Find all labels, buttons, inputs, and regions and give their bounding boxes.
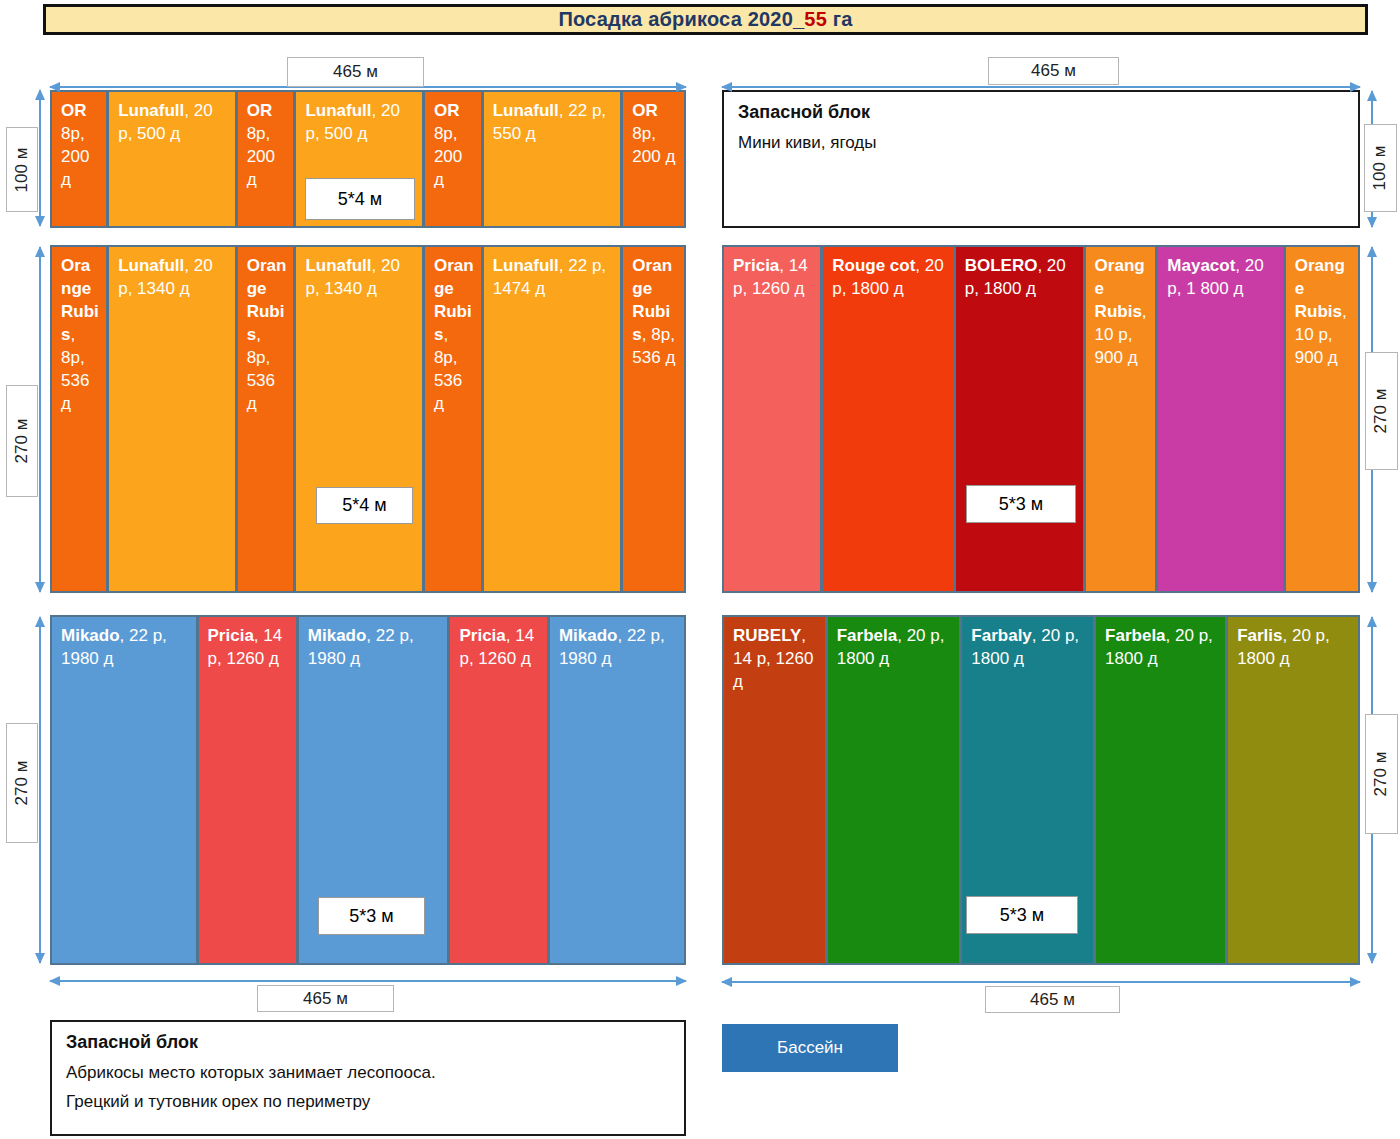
plot-strip-lunafull: Lunafull, 22 р, 550 д xyxy=(484,92,621,226)
plot-strip-lunafull: Lunafull, 20 р, 1340 д xyxy=(296,247,421,591)
dimension-arrow-bottom-right xyxy=(722,981,1360,983)
plot-strip-lunafull: Lunafull, 22 р, 1474 д xyxy=(484,247,621,591)
plot-strip-pricia: Pricia, 14 р, 1260 д xyxy=(199,617,296,963)
page-title-text: Посадка абрикоса 2020_55 га xyxy=(558,8,852,31)
dimension-label-465-top-right: 465 м xyxy=(988,57,1119,85)
plot-strip-or: OR 8р, 200 д xyxy=(623,92,684,226)
reserve-block-top-title: Запасной блок xyxy=(738,102,1344,123)
reserve-block-bottom: Запасной блок Абрикосы место которых зан… xyxy=(50,1020,686,1136)
reserve-block-bottom-line2: Грецкий и тутовник орех по периметру xyxy=(66,1088,670,1117)
plot-strip-or: OR 8р, 200 д xyxy=(52,92,106,226)
reserve-block-bottom-line1: Абрикосы место которых занимает лесопоос… xyxy=(66,1059,670,1088)
dimension-arrow-top-right xyxy=(722,86,1360,88)
dimension-label-270-right-bottom: 270 м xyxy=(1365,714,1398,834)
plot-strip-rouge-cot: Rouge cot, 20 р, 1800 д xyxy=(823,247,952,591)
plot-strip-or: OR 8р, 200 д xyxy=(238,92,294,226)
plot-strip-orange-rubis: Orange Rubis, 8р, 536 д xyxy=(238,247,294,591)
plot-strip-pricia: Pricia, 14 р, 1260 д xyxy=(724,247,820,591)
title-area-value: 55 xyxy=(804,8,827,30)
plot-strip-orange-rubis: Orange Rubis, 10 р, 900 д xyxy=(1086,247,1156,591)
dimension-arrow-bottom-left xyxy=(50,980,686,982)
dimension-arrow-100-left xyxy=(39,90,41,226)
plot-strip-lunafull: Lunafull, 20 р, 500 д xyxy=(109,92,234,226)
plot-strip-farbela: Farbela, 20 р, 1800 д xyxy=(828,617,960,963)
spacing-tag-top-left: 5*4 м xyxy=(305,178,415,220)
dimension-label-270-right-mid: 270 м xyxy=(1365,352,1398,470)
spacing-tag-bottom-right: 5*3 м xyxy=(966,896,1078,934)
reserve-block-bottom-title: Запасной блок xyxy=(66,1032,670,1053)
dimension-label-465-top-left: 465 м xyxy=(287,57,424,87)
spacing-tag-bottom-left: 5*3 м xyxy=(318,897,425,935)
reserve-block-top-line: Мини киви, ягоды xyxy=(738,129,1344,158)
plot-strip-mikado: Mikado, 22 р, 1980 д xyxy=(52,617,196,963)
plot-strip-or: OR 8р, 200 д xyxy=(425,92,481,226)
dimension-label-465-bottom-right: 465 м xyxy=(985,986,1120,1013)
dimension-label-270-left-mid: 270 м xyxy=(6,385,38,497)
dimension-arrow-270-left-mid xyxy=(39,247,41,592)
plot-block-mid-left: Orange Rubis, 8р, 536 д Lunafull, 20 р, … xyxy=(50,245,686,593)
spacing-tag-mid-right: 5*3 м xyxy=(966,485,1076,523)
dimension-label-270-left-bottom: 270 м xyxy=(6,723,38,843)
plot-strip-orange-rubis: Orange Rubis, 8р, 536 д xyxy=(623,247,684,591)
plot-strip-orange-rubis: Orange Rubis, 10 р, 900 д xyxy=(1286,247,1358,591)
dimension-label-465-bottom-left: 465 м xyxy=(257,985,394,1012)
dimension-label-100-right: 100 м xyxy=(1364,124,1397,212)
plot-strip-orange-rubis: Orange Rubis, 8р, 536 д xyxy=(52,247,106,591)
plot-strip-lunafull: Lunafull, 20 р, 1340 д xyxy=(109,247,234,591)
plot-block-mid-right: Pricia, 14 р, 1260 д Rouge cot, 20 р, 18… xyxy=(722,245,1360,593)
dimension-label-100-left: 100 м xyxy=(6,127,38,212)
spacing-tag-mid-left: 5*4 м xyxy=(316,487,413,524)
plot-strip-orange-rubis: Orange Rubis, 8р, 536 д xyxy=(425,247,481,591)
plot-strip-bolero: BOLERO, 20 р, 1800 д xyxy=(956,247,1083,591)
plot-strip-pricia: Pricia, 14 р, 1260 д xyxy=(450,617,546,963)
plot-strip-farbela: Farbela, 20 р, 1800 д xyxy=(1096,617,1225,963)
page-title: Посадка абрикоса 2020_55 га xyxy=(43,4,1368,35)
pool-marker: Бассейн xyxy=(722,1024,898,1072)
dimension-arrow-270-left-bottom xyxy=(39,617,41,963)
reserve-block-top: Запасной блок Мини киви, ягоды xyxy=(722,90,1360,228)
plot-strip-farlis: Farlis, 20 р, 1800 д xyxy=(1228,617,1358,963)
plot-strip-rubely: RUBELY, 14 р, 1260 д xyxy=(724,617,825,963)
plot-strip-mikado: Mikado, 22 р, 1980 д xyxy=(550,617,684,963)
plot-strip-mayacot: Mayacot, 20 р, 1 800 д xyxy=(1158,247,1282,591)
